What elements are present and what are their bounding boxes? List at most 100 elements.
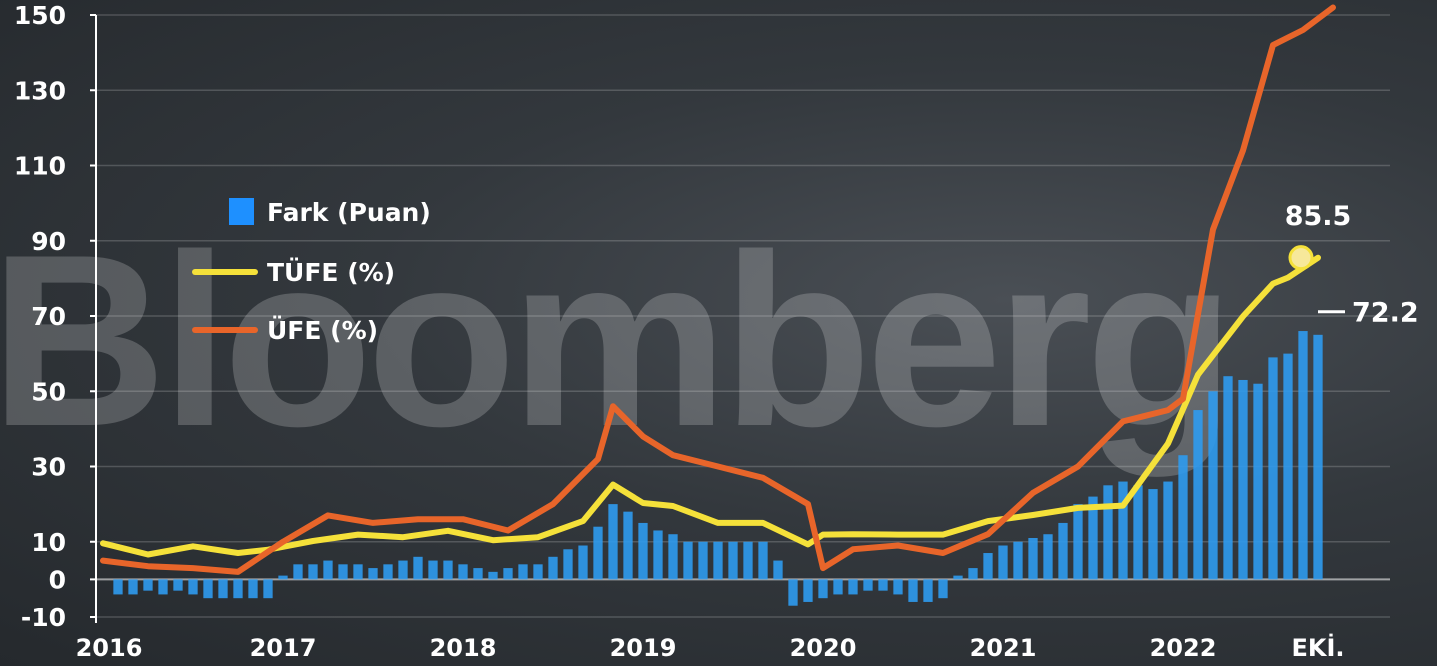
fark-bar-80 [1313,334,1323,580]
fark-bar-78 [1283,353,1293,580]
tufe-endpoint-dot [1288,245,1314,271]
fark-bar-57 [968,568,978,580]
y-tick-label-0: 150 [14,1,66,30]
fark-bar-21 [428,560,438,580]
y-tick-label-6: 30 [31,453,66,482]
fark-bar-25 [488,571,498,580]
fark-bar-0 [113,579,123,595]
fark-bar-43 [758,541,768,580]
fark-bar-22 [443,560,453,580]
y-tick-label-7: 10 [31,528,66,557]
fark-bar-27 [518,564,528,580]
fark-bar-59 [998,545,1008,580]
legend: Fark (Puan) TÜFE (%) ÜFE (%) [192,198,431,345]
watermark-text: Bloomberg [0,203,1229,477]
fark-bar-47 [818,579,828,599]
fark-bar-32 [593,526,603,580]
x-tick-label-0: 2016 [76,634,143,662]
fark-bar-73 [1208,391,1218,580]
fark-bar-20 [413,556,423,580]
fark-bar-42 [743,541,753,580]
x-tick-label-7: EKİ. [1291,633,1344,662]
y-tick-label-9: -10 [21,603,66,632]
annotation-tufe: 85.5 [1285,201,1352,232]
legend-label-0: Fark (Puan) [267,198,431,227]
x-tick-label-4: 2020 [790,634,857,662]
tufe-line [100,254,1321,558]
fark-bar-11 [278,575,288,580]
fark-bar-35 [638,522,648,580]
fark-bar-41 [728,541,738,580]
fark-bar-14 [323,560,333,580]
fark-bar-38 [683,541,693,580]
fark-bar-39 [698,541,708,580]
fark-bar-77 [1268,357,1278,580]
legend-label-2: ÜFE (%) [267,315,378,345]
fark-bar-24 [473,568,483,580]
fark-bar-5 [188,579,198,595]
fark-bar-76 [1253,383,1263,580]
x-tick-label-2: 2018 [430,634,497,662]
fark-bar-64 [1073,504,1083,580]
fark-bar-49 [848,579,858,595]
x-tick-label-6: 2022 [1150,634,1217,662]
fark-bar-53 [908,579,918,602]
fark-bar-29 [548,556,558,580]
annotations: 85.5 72.2 [1285,201,1419,329]
fark-bar-62 [1043,534,1053,580]
fark-bar-31 [578,545,588,580]
annotation-fark: 72.2 [1352,298,1419,329]
fark-bar-69 [1148,489,1158,580]
fark-bar-6 [203,579,213,599]
fark-bar-7 [218,579,228,599]
fark-bar-48 [833,579,843,595]
fark-bar-12 [293,564,303,580]
fark-bar-51 [878,579,888,591]
fark-bar-55 [938,579,948,599]
y-axis: 150 130 110 90 70 50 30 10 0 -10 [14,1,97,632]
y-tick-label-1: 130 [14,76,66,105]
x-tick-label-1: 2017 [250,634,317,662]
legend-swatch-0 [229,198,254,225]
fark-bar-16 [353,564,363,580]
fark-bar-4 [173,579,183,591]
fark-bar-30 [563,549,573,580]
fark-bar-79 [1298,331,1308,580]
x-tick-label-5: 2021 [970,634,1037,662]
y-tick-label-4: 70 [31,302,66,331]
fark-bar-2 [143,579,153,591]
x-axis: 2016 2017 2018 2019 2020 2021 2022 EKİ. [76,633,1345,662]
fark-bar-46 [803,579,813,602]
fark-bar-10 [263,579,273,599]
fark-bar-37 [668,534,678,580]
fark-bar-66 [1103,485,1113,580]
fark-bar-60 [1013,541,1023,580]
ufe-line [100,4,1336,575]
fark-bar-8 [233,579,243,599]
fark-bar-74 [1223,376,1233,580]
fark-bar-75 [1238,379,1248,580]
fark-bar-56 [953,575,963,580]
fark-bar-3 [158,579,168,595]
fark-bar-36 [653,530,663,580]
fark-bar-1 [128,579,138,595]
fark-bar-15 [338,564,348,580]
fark-bar-61 [1028,537,1038,580]
fark-bar-13 [308,564,318,580]
fark-bar-71 [1178,455,1188,580]
gridlines [96,14,1390,618]
y-tick-label-5: 50 [31,377,66,406]
fark-bar-63 [1058,522,1068,580]
fark-bar-18 [383,564,393,580]
fark-bars [113,331,1323,606]
fark-bar-58 [983,553,993,580]
fark-bar-19 [398,560,408,580]
series-lines [100,4,1336,575]
fark-bar-52 [893,579,903,595]
fark-bar-70 [1163,481,1173,580]
fark-bar-65 [1088,496,1098,580]
fark-bar-17 [368,568,378,580]
fark-bar-28 [533,564,543,580]
fark-bar-72 [1193,410,1203,580]
